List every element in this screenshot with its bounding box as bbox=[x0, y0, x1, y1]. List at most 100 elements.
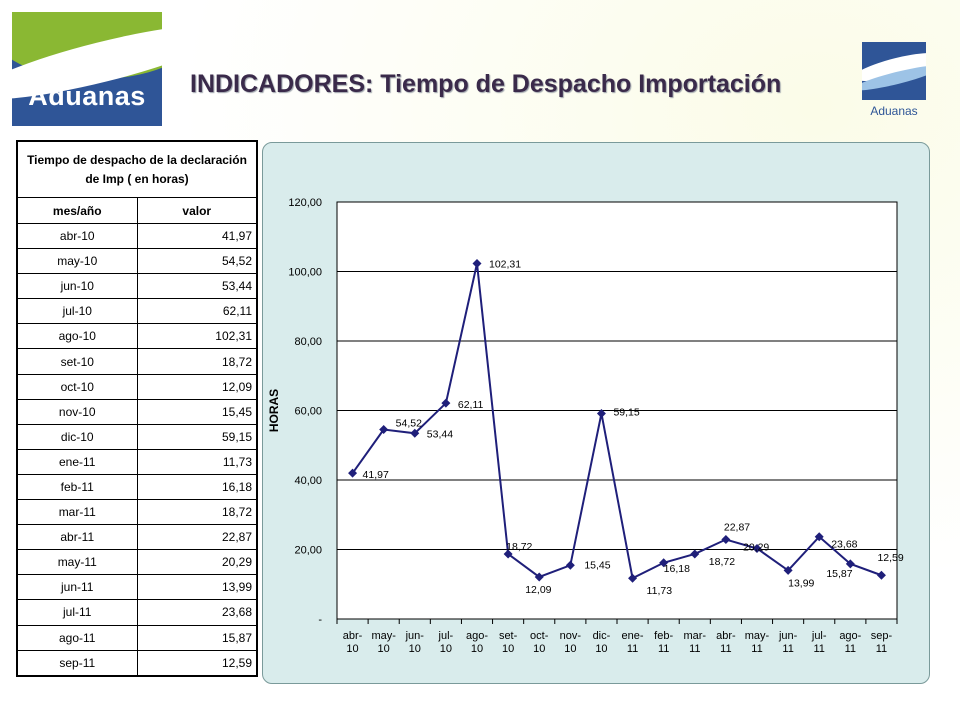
row-value: 23,68 bbox=[136, 599, 257, 626]
table-row: set-10 18,72 bbox=[17, 348, 257, 375]
x-tick-label: 10 bbox=[409, 643, 421, 655]
x-tick-label: jun- bbox=[778, 630, 798, 642]
row-month: feb-11 bbox=[17, 473, 138, 501]
data-point bbox=[379, 425, 389, 435]
data-point bbox=[441, 398, 451, 408]
table-row: jul-11 23,68 bbox=[17, 599, 257, 626]
x-tick-label: mar- bbox=[683, 630, 706, 642]
row-value: 16,18 bbox=[136, 473, 257, 501]
column-header-mes: mes/año bbox=[17, 197, 138, 224]
data-point bbox=[783, 565, 793, 575]
data-point bbox=[690, 549, 700, 559]
data-label: 53,44 bbox=[427, 428, 453, 440]
x-tick-label: 10 bbox=[471, 643, 483, 655]
chart-panel: - 20,00 40,00 60,00 80,00 100,00 120,00 HORAS ab… bbox=[262, 142, 930, 684]
x-tick-label: ene- bbox=[622, 630, 644, 642]
y-tick-label: 20,00 bbox=[294, 545, 322, 557]
table-row: oct-10 12,09 bbox=[17, 373, 257, 400]
data-point bbox=[721, 535, 731, 545]
table-caption: Tiempo de despacho de la declaración de … bbox=[17, 141, 257, 198]
row-month: ago-10 bbox=[17, 323, 138, 350]
table-row: abr-11 22,87 bbox=[17, 524, 257, 551]
x-tick-label: 11 bbox=[658, 643, 669, 655]
row-month: abr-11 bbox=[17, 524, 138, 551]
row-value: 54,52 bbox=[136, 248, 257, 275]
table-row: jun-11 13,99 bbox=[17, 574, 257, 601]
row-value: 20,29 bbox=[136, 549, 257, 576]
data-label: 12,09 bbox=[525, 584, 551, 596]
data-point bbox=[845, 559, 855, 569]
x-tick-label: jun- bbox=[405, 630, 425, 642]
x-tick-label: 10 bbox=[378, 643, 390, 655]
data-point bbox=[814, 532, 824, 542]
row-value: 62,11 bbox=[136, 298, 257, 325]
x-tick-label: 11 bbox=[751, 643, 762, 655]
row-month: ene-11 bbox=[17, 448, 138, 475]
line-chart: - 20,00 40,00 60,00 80,00 100,00 120,00 HORAS ab… bbox=[267, 197, 904, 655]
table-row: nov-10 15,45 bbox=[17, 398, 257, 425]
x-tick-label: oct- bbox=[530, 630, 549, 642]
data-label: 16,18 bbox=[664, 563, 690, 575]
row-value: 15,45 bbox=[136, 398, 257, 425]
row-value: 12,59 bbox=[136, 649, 257, 676]
row-month: sep-11 bbox=[17, 649, 138, 676]
row-month: jul-10 bbox=[17, 298, 138, 325]
data-point bbox=[348, 468, 358, 478]
data-label: 15,45 bbox=[584, 559, 610, 571]
y-tick-label: 40,00 bbox=[294, 475, 322, 487]
row-month: may-11 bbox=[17, 549, 138, 576]
y-tick-label: 80,00 bbox=[294, 336, 322, 348]
y-tick-label: 100,00 bbox=[288, 267, 322, 279]
row-value: 13,99 bbox=[136, 574, 257, 601]
x-tick-label: 11 bbox=[876, 643, 887, 655]
data-point bbox=[410, 428, 420, 438]
data-point bbox=[752, 543, 762, 553]
y-tick-label: - bbox=[318, 614, 322, 626]
x-tick-label: 10 bbox=[440, 643, 452, 655]
x-tick-label: nov- bbox=[560, 630, 582, 642]
x-tick-label: set- bbox=[499, 630, 518, 642]
data-label: 62,11 bbox=[458, 399, 484, 411]
data-label: 59,15 bbox=[613, 406, 639, 418]
data-label: 18,72 bbox=[709, 556, 735, 568]
x-tick-label: 11 bbox=[845, 643, 856, 655]
row-value: 11,73 bbox=[136, 448, 257, 475]
data-label: 22,87 bbox=[724, 522, 750, 534]
table-row: may-10 54,52 bbox=[17, 248, 257, 275]
x-tick-label: dic- bbox=[593, 630, 611, 642]
logo-right-text: Aduanas bbox=[870, 104, 918, 118]
data-point bbox=[876, 570, 886, 580]
x-tick-label: sep- bbox=[871, 630, 893, 642]
logo-right-mark bbox=[862, 42, 926, 100]
row-month: jun-10 bbox=[17, 273, 138, 300]
series-line bbox=[351, 263, 882, 580]
data-label: 18,72 bbox=[506, 541, 532, 553]
page-title: INDICADORES: Tiempo de Despacho Importac… bbox=[190, 70, 782, 98]
data-label: 13,99 bbox=[788, 577, 814, 589]
row-month: oct-10 bbox=[17, 373, 138, 400]
row-value: 18,72 bbox=[136, 499, 257, 526]
row-value: 12,09 bbox=[136, 373, 257, 400]
table-row: dic-10 59,15 bbox=[17, 423, 257, 450]
aduanas-logo-right: Aduanas bbox=[862, 42, 926, 122]
row-month: nov-10 bbox=[17, 398, 138, 425]
data-point bbox=[534, 572, 544, 582]
data-label: 11,73 bbox=[647, 585, 673, 597]
x-tick-label: 11 bbox=[627, 643, 638, 655]
x-tick-label: 10 bbox=[595, 643, 607, 655]
row-value: 53,44 bbox=[136, 273, 257, 300]
row-month: set-10 bbox=[17, 348, 138, 375]
y-axis-title: HORAS bbox=[267, 389, 281, 432]
row-value: 41,97 bbox=[136, 222, 257, 250]
x-tick-label: may- bbox=[371, 630, 396, 642]
row-month: mar-11 bbox=[17, 499, 138, 526]
data-label: 54,52 bbox=[396, 418, 422, 430]
row-month: ago-11 bbox=[17, 624, 138, 651]
x-tick-label: jul- bbox=[438, 630, 454, 642]
row-value: 102,31 bbox=[136, 323, 257, 350]
row-month: dic-10 bbox=[17, 423, 138, 450]
data-point bbox=[596, 408, 606, 418]
y-tick-label: 60,00 bbox=[294, 406, 322, 418]
row-value: 15,87 bbox=[136, 624, 257, 651]
table-row: ene-11 11,73 bbox=[17, 448, 257, 475]
